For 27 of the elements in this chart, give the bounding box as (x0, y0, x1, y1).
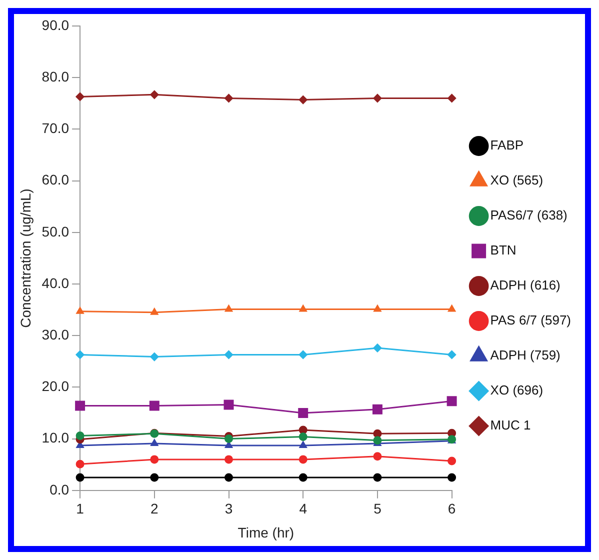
y-tick-label: 20.0 (42, 378, 70, 394)
legend-label: BTN (490, 242, 516, 258)
x-tick-label: 1 (76, 500, 84, 517)
legend-label: MUC 1 (490, 418, 531, 433)
y-tick-label: 30.0 (42, 326, 70, 342)
legend-label: PAS6/7 (638) (490, 208, 568, 223)
legend-label: PAS 6/7 (597) (490, 312, 572, 328)
y-tick-label: 70.0 (42, 120, 70, 136)
x-tick-label: 5 (374, 500, 382, 517)
x-tick-label: 4 (299, 500, 308, 517)
x-tick-label: 3 (224, 500, 233, 517)
legend-label: FABP (490, 138, 524, 153)
x-tick-label: 6 (448, 500, 456, 517)
y-tick-label: 60.0 (42, 172, 70, 188)
y-axis-title: Concentration (ug/mL) (17, 188, 34, 328)
legend-label: ADPH (759) (490, 348, 560, 363)
y-tick-label: 80.0 (42, 68, 70, 84)
y-tick-label: 0.0 (50, 481, 70, 498)
legend-label: ADPH (616) (490, 278, 560, 293)
x-tick-label: 2 (150, 500, 158, 517)
y-tick-label: 10.0 (42, 430, 70, 446)
y-tick-label: 40.0 (42, 274, 70, 291)
legend-label: XO (696) (490, 382, 544, 398)
x-axis-title: Time (hr) (238, 524, 294, 540)
legend-label: XO (565) (490, 172, 544, 188)
y-tick-label: 90.0 (42, 16, 70, 33)
y-tick-label: 50.0 (42, 223, 70, 240)
